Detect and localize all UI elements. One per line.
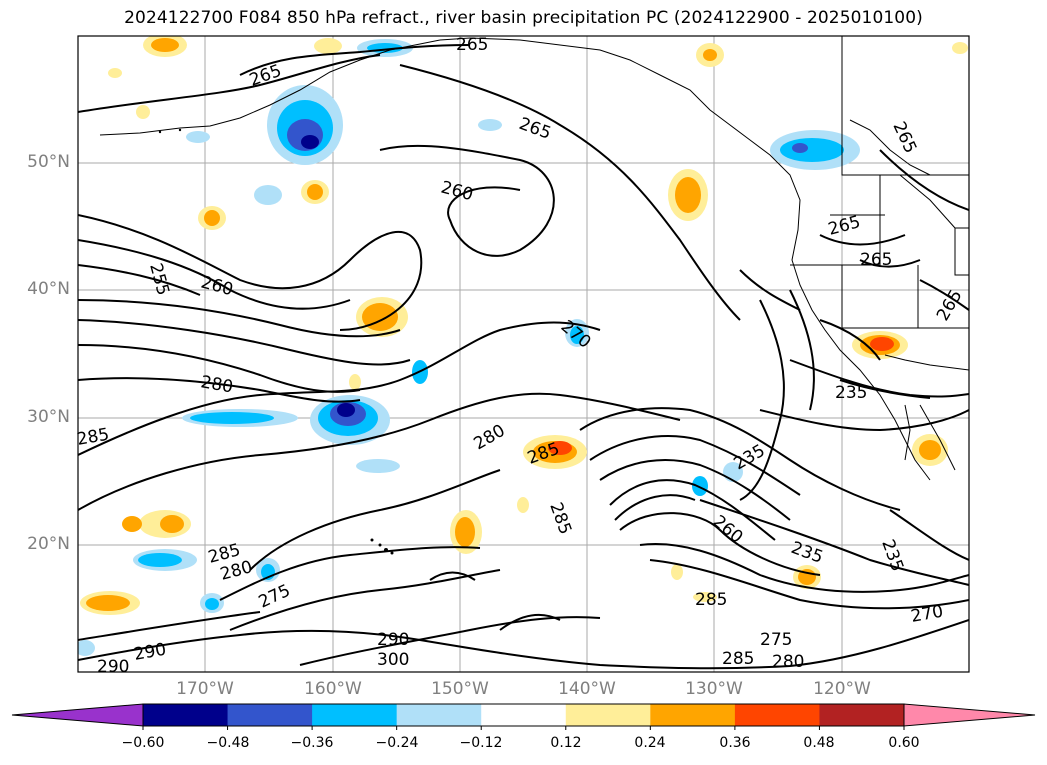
contour-label: 300	[377, 650, 409, 670]
contour-label: 265	[456, 35, 488, 55]
contour-label: 265	[860, 250, 892, 270]
lon-label-130w: 130°W	[685, 679, 743, 699]
contour-label: 285	[695, 590, 727, 610]
colorbar-tick-label: −0.24	[375, 735, 419, 751]
refractivity-contours	[78, 44, 969, 670]
lon-label-150w: 150°W	[431, 679, 489, 699]
colorbar-tick-label: 0.36	[719, 735, 751, 751]
colorbar-tick-label: −0.48	[206, 735, 250, 751]
map-border	[77, 35, 970, 673]
lat-label-50n: 50°N	[27, 152, 70, 172]
contour-label: 280	[772, 652, 804, 672]
map-title: 2024122700 F084 850 hPa refract., river …	[124, 8, 923, 28]
lon-label-120w: 120°W	[813, 679, 871, 699]
lon-label-160w: 160°W	[304, 679, 362, 699]
contour-label: 290	[97, 657, 129, 677]
lat-label-30n: 30°N	[27, 407, 70, 427]
colorbar-tick-label: 0.12	[550, 735, 582, 751]
colorbar-tick-label: 0.48	[803, 735, 835, 751]
precip-shading	[78, 36, 968, 656]
contour-label: 290	[377, 630, 409, 650]
contour-label: 285	[722, 649, 754, 669]
colorbar-tick-label: −0.60	[121, 735, 165, 751]
lat-label-40n: 40°N	[27, 279, 70, 299]
colorbar-tick-label: −0.12	[459, 735, 503, 751]
contour-label: 235	[835, 383, 867, 403]
colorbar-tick-label: 0.60	[888, 735, 920, 751]
contour-label: 275	[760, 630, 792, 650]
colorbar-tick-label: −0.36	[290, 735, 334, 751]
colorbar-tick-label: 0.24	[634, 735, 666, 751]
lon-label-170w: 170°W	[176, 679, 234, 699]
lat-label-20n: 20°N	[27, 534, 70, 554]
lon-label-140w: 140°W	[558, 679, 616, 699]
